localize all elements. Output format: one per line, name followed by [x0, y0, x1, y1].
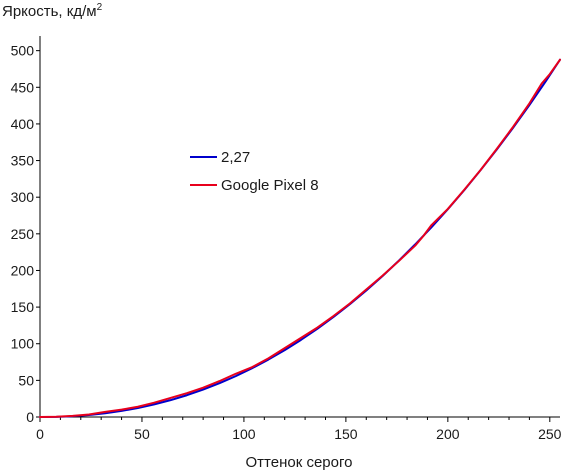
- y-axis-title: Яркость, кд/м2: [2, 2, 103, 20]
- x-tick-label: 0: [36, 426, 44, 442]
- y-tick-label: 400: [11, 116, 35, 132]
- legend: 2,27 Google Pixel 8: [190, 149, 319, 194]
- x-axis-title: Оттенок серого: [246, 454, 353, 470]
- y-tick-label: 500: [11, 43, 35, 59]
- x-tick-label: 250: [538, 426, 562, 442]
- y-tick-label: 250: [11, 226, 35, 242]
- y-tick-label: 200: [11, 262, 35, 278]
- legend-label-2: Google Pixel 8: [221, 177, 319, 194]
- legend-label-1: 2,27: [221, 149, 250, 166]
- series-layer: [39, 58, 561, 418]
- series-line-1: [39, 58, 561, 418]
- x-tick-label: 100: [232, 426, 256, 442]
- y-tick-label: 50: [18, 372, 34, 388]
- x-tick-label: 200: [436, 426, 460, 442]
- y-tick-label: 100: [11, 336, 35, 352]
- x-tick-label: 50: [134, 426, 150, 442]
- x-tick-label: 150: [334, 426, 358, 442]
- y-tick-label: 0: [26, 409, 34, 425]
- y-axis-title-text: Яркость, кд/м: [2, 3, 97, 20]
- series-line-2: [39, 58, 561, 418]
- y-tick-label: 350: [11, 153, 35, 169]
- y-tick-label: 450: [11, 79, 35, 95]
- y-axis-title-superscript: 2: [97, 2, 103, 13]
- y-tick-label: 150: [11, 299, 35, 315]
- y-tick-label: 300: [11, 189, 35, 205]
- axes: 0 50 100 150 200 250 300 350 400 450 500 0 50 100 150 2…: [11, 36, 562, 442]
